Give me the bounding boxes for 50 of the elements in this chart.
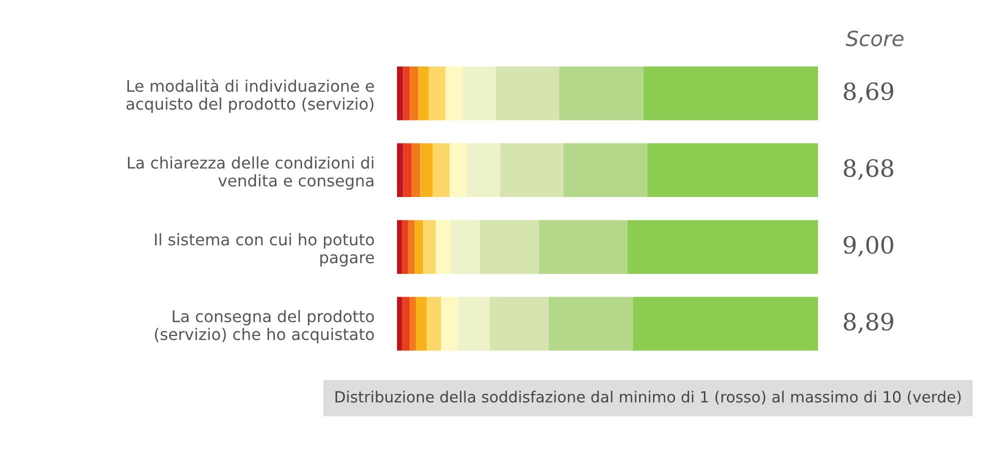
bar [538,220,628,274]
bar [548,296,633,351]
y-tick-label: La consegna del prodotto (servizio) che ho acquistato [154,310,374,344]
bar [450,143,466,198]
bar [643,66,818,120]
y-tick-label: La chiarezza delle condizioni di vendita e consegna [128,156,374,190]
bar [423,220,436,274]
bar [450,220,480,274]
text: Distribuzione della soddisfazione dal minimo di 1 (rosso) al massimo di 10 (verde) [336,390,961,404]
text: 8,69 [844,82,894,104]
bar [480,220,539,274]
bar [563,143,648,198]
bar [402,220,408,274]
bar [402,296,410,351]
bar [408,220,415,274]
bar [416,296,426,351]
bar [410,66,418,120]
bar [397,296,402,351]
bar [436,220,450,274]
bar [414,220,424,274]
bar [410,296,416,351]
bar [432,143,450,198]
text: 8,68 [844,159,894,180]
bar [428,66,446,120]
bar [559,66,644,120]
bar [647,143,818,198]
bar [418,66,429,120]
bar [420,143,433,198]
bar [462,66,496,120]
bar [496,66,560,120]
bar [426,296,442,351]
bar [445,66,462,120]
bar [466,143,500,198]
bar [403,143,412,198]
text: Score [846,30,904,46]
text: 9,00 [844,236,894,257]
bar [490,296,549,351]
bar [500,143,564,198]
bar [632,296,818,351]
bar [403,66,410,120]
bar [397,220,402,274]
bar [441,296,458,351]
y-tick-label: Il sistema con cui ho potuto pagare [155,233,374,266]
bar [397,143,404,198]
bar [627,220,818,274]
bar [412,143,420,198]
y-tick-label: Le modalità di individuazione e acquisto del prodotto (servizio) [126,78,374,113]
bar [397,66,404,120]
bar [458,296,490,351]
text: 8,89 [844,312,894,334]
